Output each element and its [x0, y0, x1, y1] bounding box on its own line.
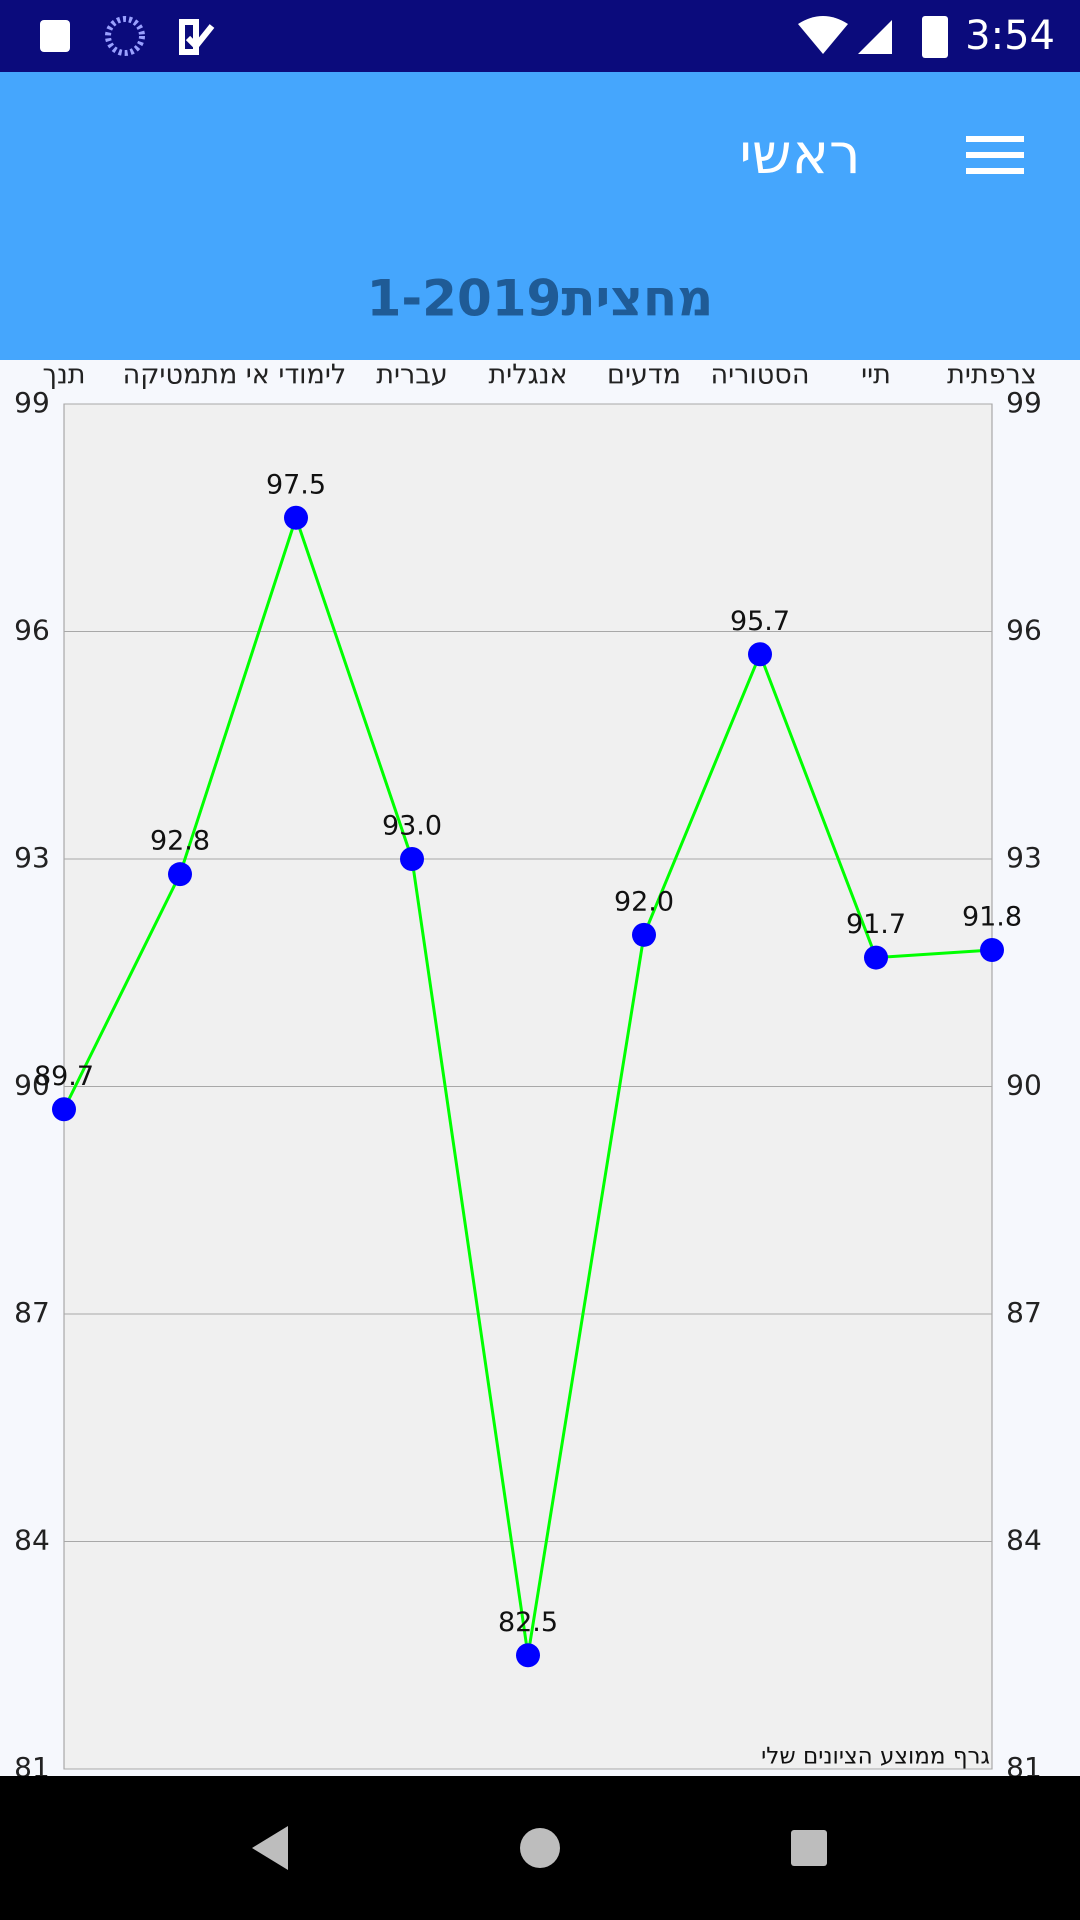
status-icon	[105, 16, 145, 56]
data-point	[400, 847, 424, 871]
y2-tick-label: 84	[1006, 1524, 1042, 1557]
clock: 3:54	[965, 13, 1055, 59]
data-point	[284, 505, 308, 530]
data-point	[632, 922, 656, 947]
section-header	[0, 240, 1080, 360]
data-label: 95.7	[730, 606, 790, 637]
x-tick-label: לימודי אי	[246, 360, 347, 391]
y2-tick-label: 87	[1006, 1296, 1042, 1329]
app-title: ראשי	[739, 122, 860, 187]
data-label: 82.5	[498, 1607, 558, 1638]
data-point	[748, 642, 772, 667]
data-label: 92.0	[614, 886, 674, 917]
data-point	[52, 1097, 76, 1122]
menu-button[interactable]	[966, 136, 1024, 174]
wifi-icon	[798, 16, 848, 54]
y2-tick-label: 99	[1006, 386, 1042, 419]
data-label: 89.7	[34, 1061, 94, 1092]
data-point	[864, 945, 888, 970]
x-tick-label: עברית	[376, 360, 448, 391]
section-title: מחצית1-2019	[367, 270, 714, 328]
y-tick-label: 87	[14, 1296, 50, 1329]
data-label: 91.8	[962, 902, 1022, 933]
x-tick-label: תיי	[861, 360, 891, 391]
y2-tick-label: 96	[1006, 614, 1042, 647]
data-point	[516, 1643, 540, 1668]
y-tick-label: 90	[14, 1069, 50, 1102]
data-label: 92.8	[150, 826, 210, 857]
status-icon	[179, 19, 215, 55]
y-tick-label: 99	[14, 386, 50, 419]
x-tick-label: מתמטיקה	[123, 360, 238, 391]
signal-icon	[858, 20, 892, 54]
recents-button[interactable]	[791, 1830, 827, 1866]
home-button[interactable]	[520, 1828, 560, 1868]
menu-line	[966, 152, 1024, 158]
menu-line	[966, 136, 1024, 142]
x-tick-label: מדעים	[607, 360, 681, 391]
data-label: 91.7	[846, 909, 906, 940]
data-label: 93.0	[382, 811, 442, 842]
app-bar	[0, 72, 1080, 240]
data-point	[980, 938, 1004, 962]
x-tick-label: צרפתית	[947, 360, 1037, 391]
status-icon	[40, 20, 70, 52]
menu-line	[966, 168, 1024, 174]
y2-tick-label: 93	[1006, 841, 1042, 874]
y2-tick-label: 90	[1006, 1069, 1042, 1102]
y-tick-label: 96	[14, 614, 50, 647]
x-tick-label: תנך	[42, 360, 85, 391]
battery-icon	[922, 16, 948, 58]
back-button[interactable]	[252, 1826, 288, 1870]
x-tick-label: הסטוריה	[711, 360, 810, 391]
chart-description: גרף ממוצע הציונים שלי	[761, 1744, 990, 1770]
data-label: 97.5	[266, 469, 326, 500]
y-tick-label: 84	[14, 1524, 50, 1557]
y-tick-label: 93	[14, 841, 50, 874]
status-bar	[0, 0, 1080, 72]
data-point	[168, 862, 192, 887]
x-tick-label: אנגלית	[488, 360, 567, 391]
